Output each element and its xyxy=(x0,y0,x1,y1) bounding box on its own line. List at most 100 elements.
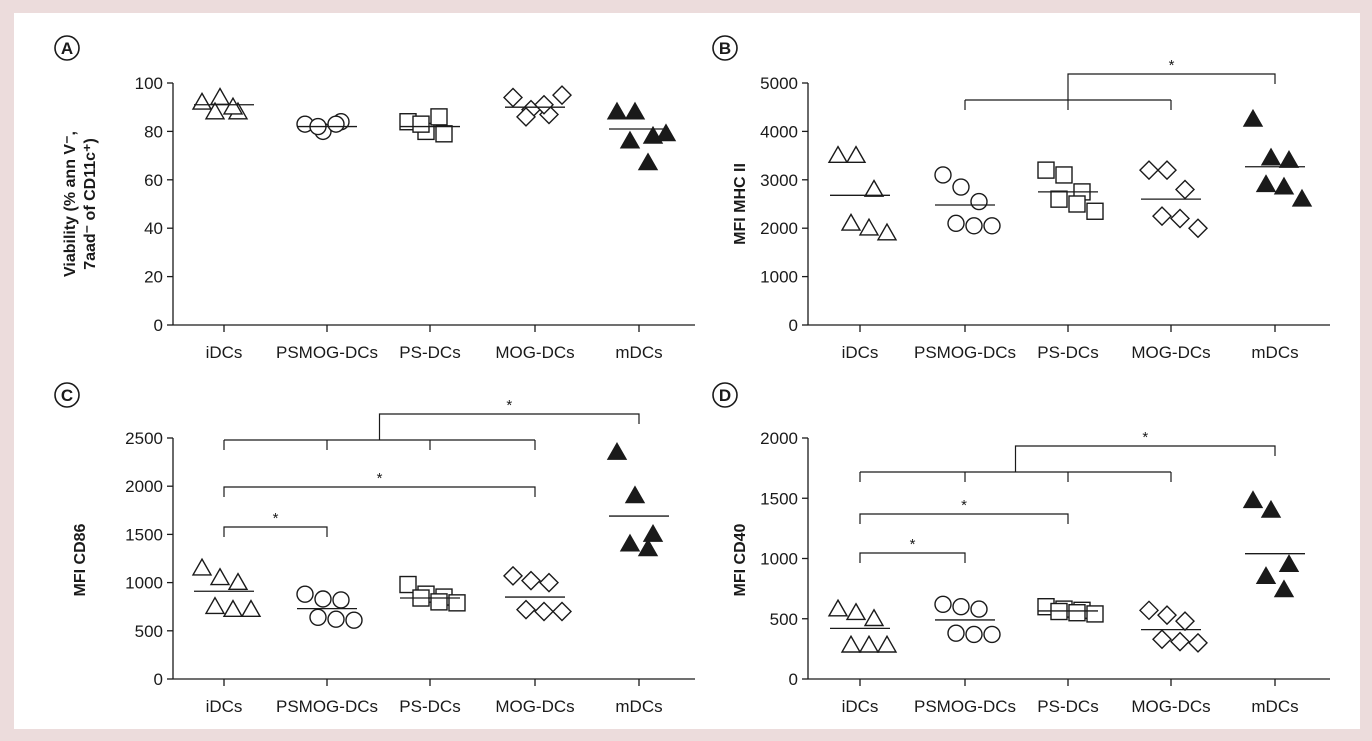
data-point xyxy=(191,91,213,110)
x-tick-label: PSMOG-DCs xyxy=(914,343,1016,362)
data-point xyxy=(1255,566,1277,585)
data-point xyxy=(1242,490,1264,509)
panel-badge xyxy=(712,35,738,61)
data-point xyxy=(209,87,231,105)
data-point xyxy=(332,591,350,609)
data-point xyxy=(534,601,554,622)
data-point xyxy=(534,94,554,115)
y-tick-label: 60 xyxy=(144,171,163,190)
data-point xyxy=(314,590,332,608)
significance-star: * xyxy=(506,397,512,414)
data-point xyxy=(1086,605,1104,623)
y-tick-label: 500 xyxy=(770,610,798,629)
data-point xyxy=(1170,208,1190,229)
y-axis-label: MFI CD86 xyxy=(72,523,89,596)
y-tick-label: 100 xyxy=(135,74,163,93)
x-tick-label: PSMOG-DCs xyxy=(276,697,378,716)
data-point xyxy=(845,602,867,621)
x-tick-label: mDCs xyxy=(615,697,662,716)
data-point xyxy=(539,572,559,593)
panel-d: D 0 500 1000 1500 2000 iDCs PSMOG-DCs PS-DCs MOG-… xyxy=(712,382,1330,716)
data-point xyxy=(624,485,646,504)
y-tick-label: 2000 xyxy=(125,477,163,496)
x-tick-label: mDCs xyxy=(615,343,662,362)
data-point xyxy=(863,179,885,197)
data-point xyxy=(840,212,862,231)
data-point xyxy=(345,611,363,629)
y-tick-label: 2500 xyxy=(125,429,163,448)
data-point xyxy=(876,634,898,653)
data-point xyxy=(412,115,430,133)
y-tick-label: 1000 xyxy=(760,268,798,287)
data-point xyxy=(934,595,952,613)
x-tick-label: iDCs xyxy=(206,697,243,716)
x-tick-label: MOG-DCs xyxy=(1131,343,1210,362)
x-tick-label: PSMOG-DCs xyxy=(276,343,378,362)
x-tick-label: MOG-DCs xyxy=(1131,697,1210,716)
data-point xyxy=(965,625,983,644)
x-tick-label: MOG-DCs xyxy=(495,697,574,716)
y-axis-label-line: MFI CD86 xyxy=(72,523,89,596)
x-tick-label: mDCs xyxy=(1251,697,1298,716)
data-point xyxy=(655,123,677,142)
panel-badge xyxy=(712,382,738,408)
y-tick-label: 0 xyxy=(789,316,798,335)
data-point xyxy=(1260,499,1282,518)
data-point xyxy=(1086,202,1104,220)
data-point xyxy=(845,145,867,164)
panel-c: C 0 500 1000 1500 2000 2500 iDCs PSMOG-DCs PS-DCs… xyxy=(54,382,695,716)
data-point xyxy=(1170,631,1190,652)
y-tick-label: 1500 xyxy=(760,489,798,508)
data-point xyxy=(1157,605,1177,626)
data-point xyxy=(448,594,466,612)
data-point xyxy=(642,523,664,542)
y-axis-label: MFI MHC II xyxy=(732,163,749,245)
data-point xyxy=(1273,176,1295,195)
significance-bracket xyxy=(223,526,328,537)
panel-badge xyxy=(54,35,80,61)
x-tick-label: PS-DCs xyxy=(399,697,460,716)
data-point xyxy=(1278,554,1300,572)
x-tick-label: iDCs xyxy=(842,343,879,362)
y-tick-label: 1000 xyxy=(760,550,798,569)
x-tick-label: PSMOG-DCs xyxy=(914,697,1016,716)
data-point xyxy=(1152,629,1172,650)
y-tick-label: 1500 xyxy=(125,525,163,544)
data-point xyxy=(552,85,572,106)
y-tick-label: 4000 xyxy=(760,122,798,141)
y-tick-label: 3000 xyxy=(760,171,798,190)
data-point xyxy=(1139,600,1159,621)
x-tick-label: PS-DCs xyxy=(1037,697,1098,716)
data-point xyxy=(521,570,541,591)
data-point xyxy=(637,152,659,171)
data-point xyxy=(934,166,952,184)
data-point xyxy=(863,608,885,627)
data-point xyxy=(619,533,641,552)
y-axis-label: MFI CD40 xyxy=(732,523,749,596)
data-point xyxy=(430,593,448,611)
data-point xyxy=(606,442,628,460)
y-tick-label: 0 xyxy=(154,316,163,335)
y-tick-label: 2000 xyxy=(760,429,798,448)
panel-letter: B xyxy=(719,39,731,58)
data-point xyxy=(983,625,1001,644)
data-point xyxy=(1050,190,1068,208)
data-point xyxy=(970,192,988,211)
y-axis-label-line: MFI CD40 xyxy=(732,523,749,596)
data-point xyxy=(222,599,244,618)
data-point xyxy=(840,634,862,653)
panel-letter: A xyxy=(61,39,73,58)
data-point xyxy=(222,96,244,115)
data-point xyxy=(1068,604,1086,622)
y-tick-label: 20 xyxy=(144,268,163,287)
x-tick-label: iDCs xyxy=(842,697,879,716)
data-point xyxy=(1278,150,1300,168)
data-point xyxy=(947,214,965,233)
data-point xyxy=(1175,179,1195,200)
data-point xyxy=(970,600,988,618)
panel-b: B 0 1000 2000 3000 4000 5000 iDCs PSMOG-DCs PS-DC… xyxy=(712,35,1330,362)
y-axis-label-line: 7aad⁻ of CD11c⁺) xyxy=(82,138,99,270)
x-tick-label: PS-DCs xyxy=(399,343,460,362)
significance-bracket xyxy=(1067,73,1276,100)
